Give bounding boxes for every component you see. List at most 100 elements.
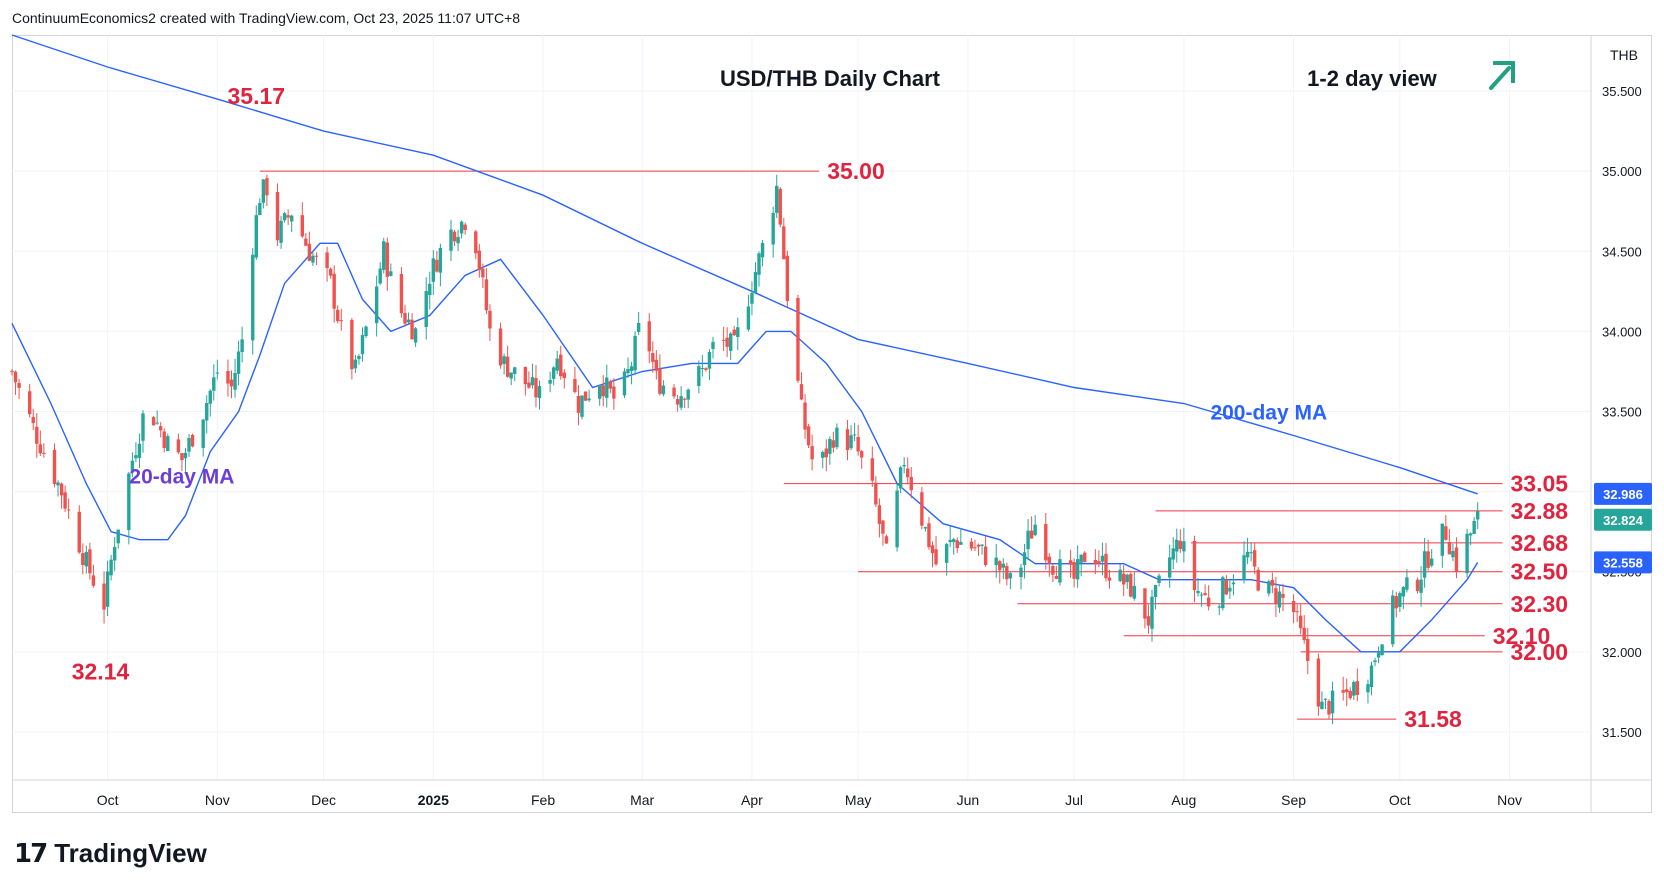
candle [1281, 583, 1285, 612]
candle-body [1295, 611, 1299, 613]
candle [81, 543, 85, 575]
candle [537, 380, 542, 410]
candle [378, 262, 382, 285]
candle [721, 326, 726, 352]
candle-body [732, 329, 736, 336]
candle-body [233, 372, 237, 390]
candle-body [17, 382, 21, 388]
tradingview-brand[interactable]: 17 TradingView [14, 838, 207, 869]
candle [502, 353, 506, 375]
candle-body [137, 443, 142, 458]
candle-body [130, 460, 135, 471]
candle-body [1068, 560, 1073, 565]
candle-body [1468, 533, 1473, 536]
candle-body [1302, 627, 1306, 641]
candle-body [952, 539, 956, 543]
x-tick-label: Sep [1281, 792, 1306, 808]
candle [700, 354, 705, 377]
candle-body [151, 417, 156, 426]
candle [474, 229, 478, 260]
candle-body [923, 527, 928, 529]
candle-body [459, 221, 464, 234]
candle [151, 415, 156, 426]
candle [332, 265, 336, 323]
y-tick-label: 32.000 [1602, 645, 1642, 660]
x-tick-label: Jun [957, 792, 980, 808]
candle [845, 419, 850, 461]
candle [771, 206, 775, 258]
candle-body [1129, 573, 1133, 597]
candle-body [1075, 559, 1080, 580]
candle [1029, 516, 1034, 539]
candle [300, 202, 305, 238]
candle [1157, 573, 1161, 587]
candle-body [488, 310, 492, 329]
x-tick-label: 2025 [418, 792, 449, 808]
candle-body [806, 426, 811, 446]
candle-body [856, 436, 860, 452]
candle [1097, 550, 1101, 568]
candle [1295, 604, 1299, 623]
candle-body [753, 272, 758, 293]
candle [1143, 588, 1147, 629]
candle [403, 304, 407, 327]
price-tag: 32.986 [1594, 482, 1652, 505]
candle [821, 450, 825, 469]
candle-body [265, 178, 269, 196]
candle-body [314, 255, 319, 257]
candle-body [704, 368, 708, 370]
annotation-label: 20-day MA [129, 466, 234, 489]
candle-body [1199, 594, 1204, 596]
candle [629, 361, 634, 385]
x-tick-label: Dec [311, 792, 336, 808]
candle-body [1121, 573, 1126, 585]
candle-body [226, 370, 230, 384]
candle [1472, 517, 1476, 535]
candle-body [906, 468, 910, 478]
candle [137, 433, 142, 468]
candle-body [127, 473, 131, 531]
candle-body [1270, 579, 1275, 586]
candle-body [1373, 660, 1377, 663]
candle [424, 277, 428, 340]
candle [725, 327, 729, 358]
candle [1352, 680, 1356, 701]
candle-body [1026, 530, 1030, 550]
candle-body [824, 448, 828, 458]
candle [1167, 544, 1172, 588]
candle-body [969, 541, 974, 549]
candle [463, 222, 467, 235]
candle [1245, 537, 1250, 565]
candle [612, 378, 616, 410]
candle-body [1252, 550, 1257, 567]
candle-body [1146, 616, 1151, 626]
candle [116, 529, 120, 549]
candle [1291, 594, 1296, 624]
candle [530, 363, 535, 389]
candle [1072, 558, 1076, 588]
candle-body [311, 255, 315, 263]
candle [13, 370, 18, 395]
candle [459, 220, 464, 239]
candle [406, 312, 411, 324]
candle [66, 498, 71, 519]
candle [1348, 687, 1352, 700]
level-label: 32.88 [1510, 498, 1568, 524]
candle [385, 237, 389, 291]
candle [31, 408, 35, 431]
candle-body [509, 372, 513, 379]
candle-body [700, 368, 705, 370]
candle-body [976, 544, 981, 547]
candle-body [10, 370, 14, 372]
candle [1026, 519, 1030, 561]
candle [580, 395, 584, 420]
candle-body [859, 451, 864, 458]
candle-body [874, 482, 878, 505]
candle-body [803, 402, 807, 430]
candle [1019, 563, 1023, 590]
candle [410, 313, 414, 340]
candle-body [435, 259, 439, 272]
x-tick-label: Nov [205, 792, 230, 808]
candle [1320, 691, 1324, 710]
